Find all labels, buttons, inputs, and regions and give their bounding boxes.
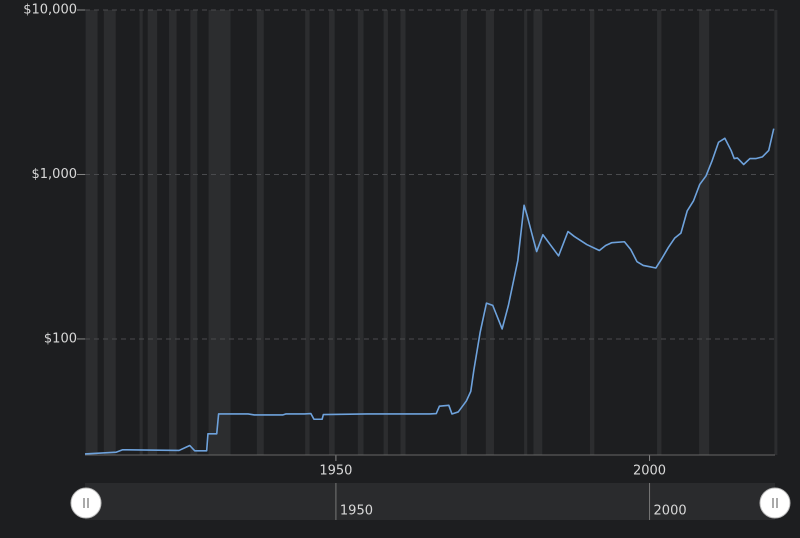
- shaded-range: [103, 10, 116, 455]
- navigator-handle[interactable]: [759, 487, 791, 519]
- shaded-range: [524, 10, 528, 455]
- shaded-range: [169, 10, 177, 455]
- shaded-range: [589, 10, 595, 455]
- navigator-tick-label: 1950: [340, 504, 373, 519]
- shaded-range: [147, 10, 158, 455]
- shaded-range: [190, 10, 198, 455]
- x-tick-label: 1950: [319, 464, 352, 479]
- shaded-range: [460, 10, 468, 455]
- grid-layer: $10,000 $1,000 $100 1950 2000: [23, 3, 775, 479]
- shaded-range: [400, 10, 406, 455]
- shaded-range: [383, 10, 388, 455]
- plot-layer: [84, 128, 775, 455]
- price-line: [84, 128, 775, 455]
- shaded-range: [485, 10, 494, 455]
- shaded-range: [329, 10, 335, 455]
- shaded-range: [85, 10, 98, 455]
- shaded-range: [208, 10, 231, 455]
- shaded-range: [357, 10, 364, 455]
- navigator-handle[interactable]: [70, 487, 102, 519]
- shaded-range: [139, 10, 143, 455]
- navigator-layer: 1950 2000: [70, 483, 791, 520]
- y-tick-label: $1,000: [32, 167, 78, 182]
- y-tick-label: $10,000: [23, 3, 77, 18]
- x-tick-label: 2000: [633, 464, 666, 479]
- shaded-range: [256, 10, 264, 455]
- shaded-range: [533, 10, 543, 455]
- shaded-range: [657, 10, 662, 455]
- shaded-range: [305, 10, 310, 455]
- shaded-range: [774, 10, 778, 455]
- navigator[interactable]: [85, 483, 775, 520]
- shading-layer: [85, 10, 778, 455]
- shaded-range: [699, 10, 710, 455]
- y-tick-label: $100: [44, 331, 77, 346]
- navigator-tick-label: 2000: [654, 504, 687, 519]
